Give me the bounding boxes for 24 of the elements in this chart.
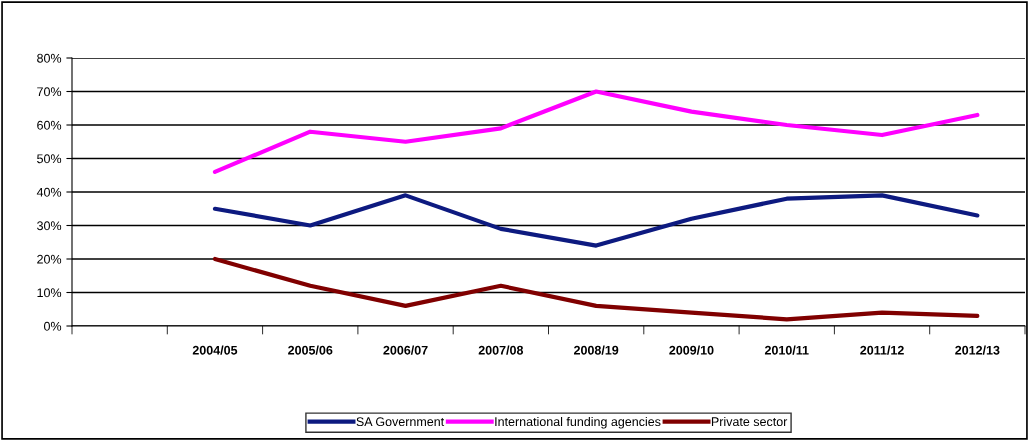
x-tick-label: 2009/10 <box>669 345 714 355</box>
x-tick-label: 2007/08 <box>478 345 524 355</box>
y-tick-label: 30% <box>37 221 62 231</box>
legend-label: Private sector <box>711 416 788 427</box>
x-tick-label: 2011/12 <box>860 345 904 355</box>
legend-label: SA Government <box>356 417 445 427</box>
line-series <box>212 256 980 322</box>
y-tick-label: 50% <box>37 154 62 164</box>
y-tick-label: 10% <box>37 288 62 298</box>
x-tick-label: 2004/05 <box>192 345 238 355</box>
y-tick-label: 60% <box>37 120 62 130</box>
y-tick-label: 20% <box>37 254 62 264</box>
y-tick-label: 70% <box>37 87 62 97</box>
x-tick-label: 2005/06 <box>288 345 333 355</box>
x-tick-label: 2010/11 <box>764 345 809 355</box>
legend-label: International funding agencies <box>495 416 661 429</box>
y-tick-label: 0% <box>44 321 62 331</box>
x-tick-label: 2012/13 <box>955 345 1000 355</box>
x-tick-label: 2008/19 <box>573 345 619 355</box>
line-series <box>212 89 980 174</box>
x-tick-label: 2006/07 <box>383 345 428 355</box>
y-tick-label: 40% <box>36 187 62 197</box>
line-series <box>212 193 980 248</box>
y-tick-label: 80% <box>37 53 62 63</box>
